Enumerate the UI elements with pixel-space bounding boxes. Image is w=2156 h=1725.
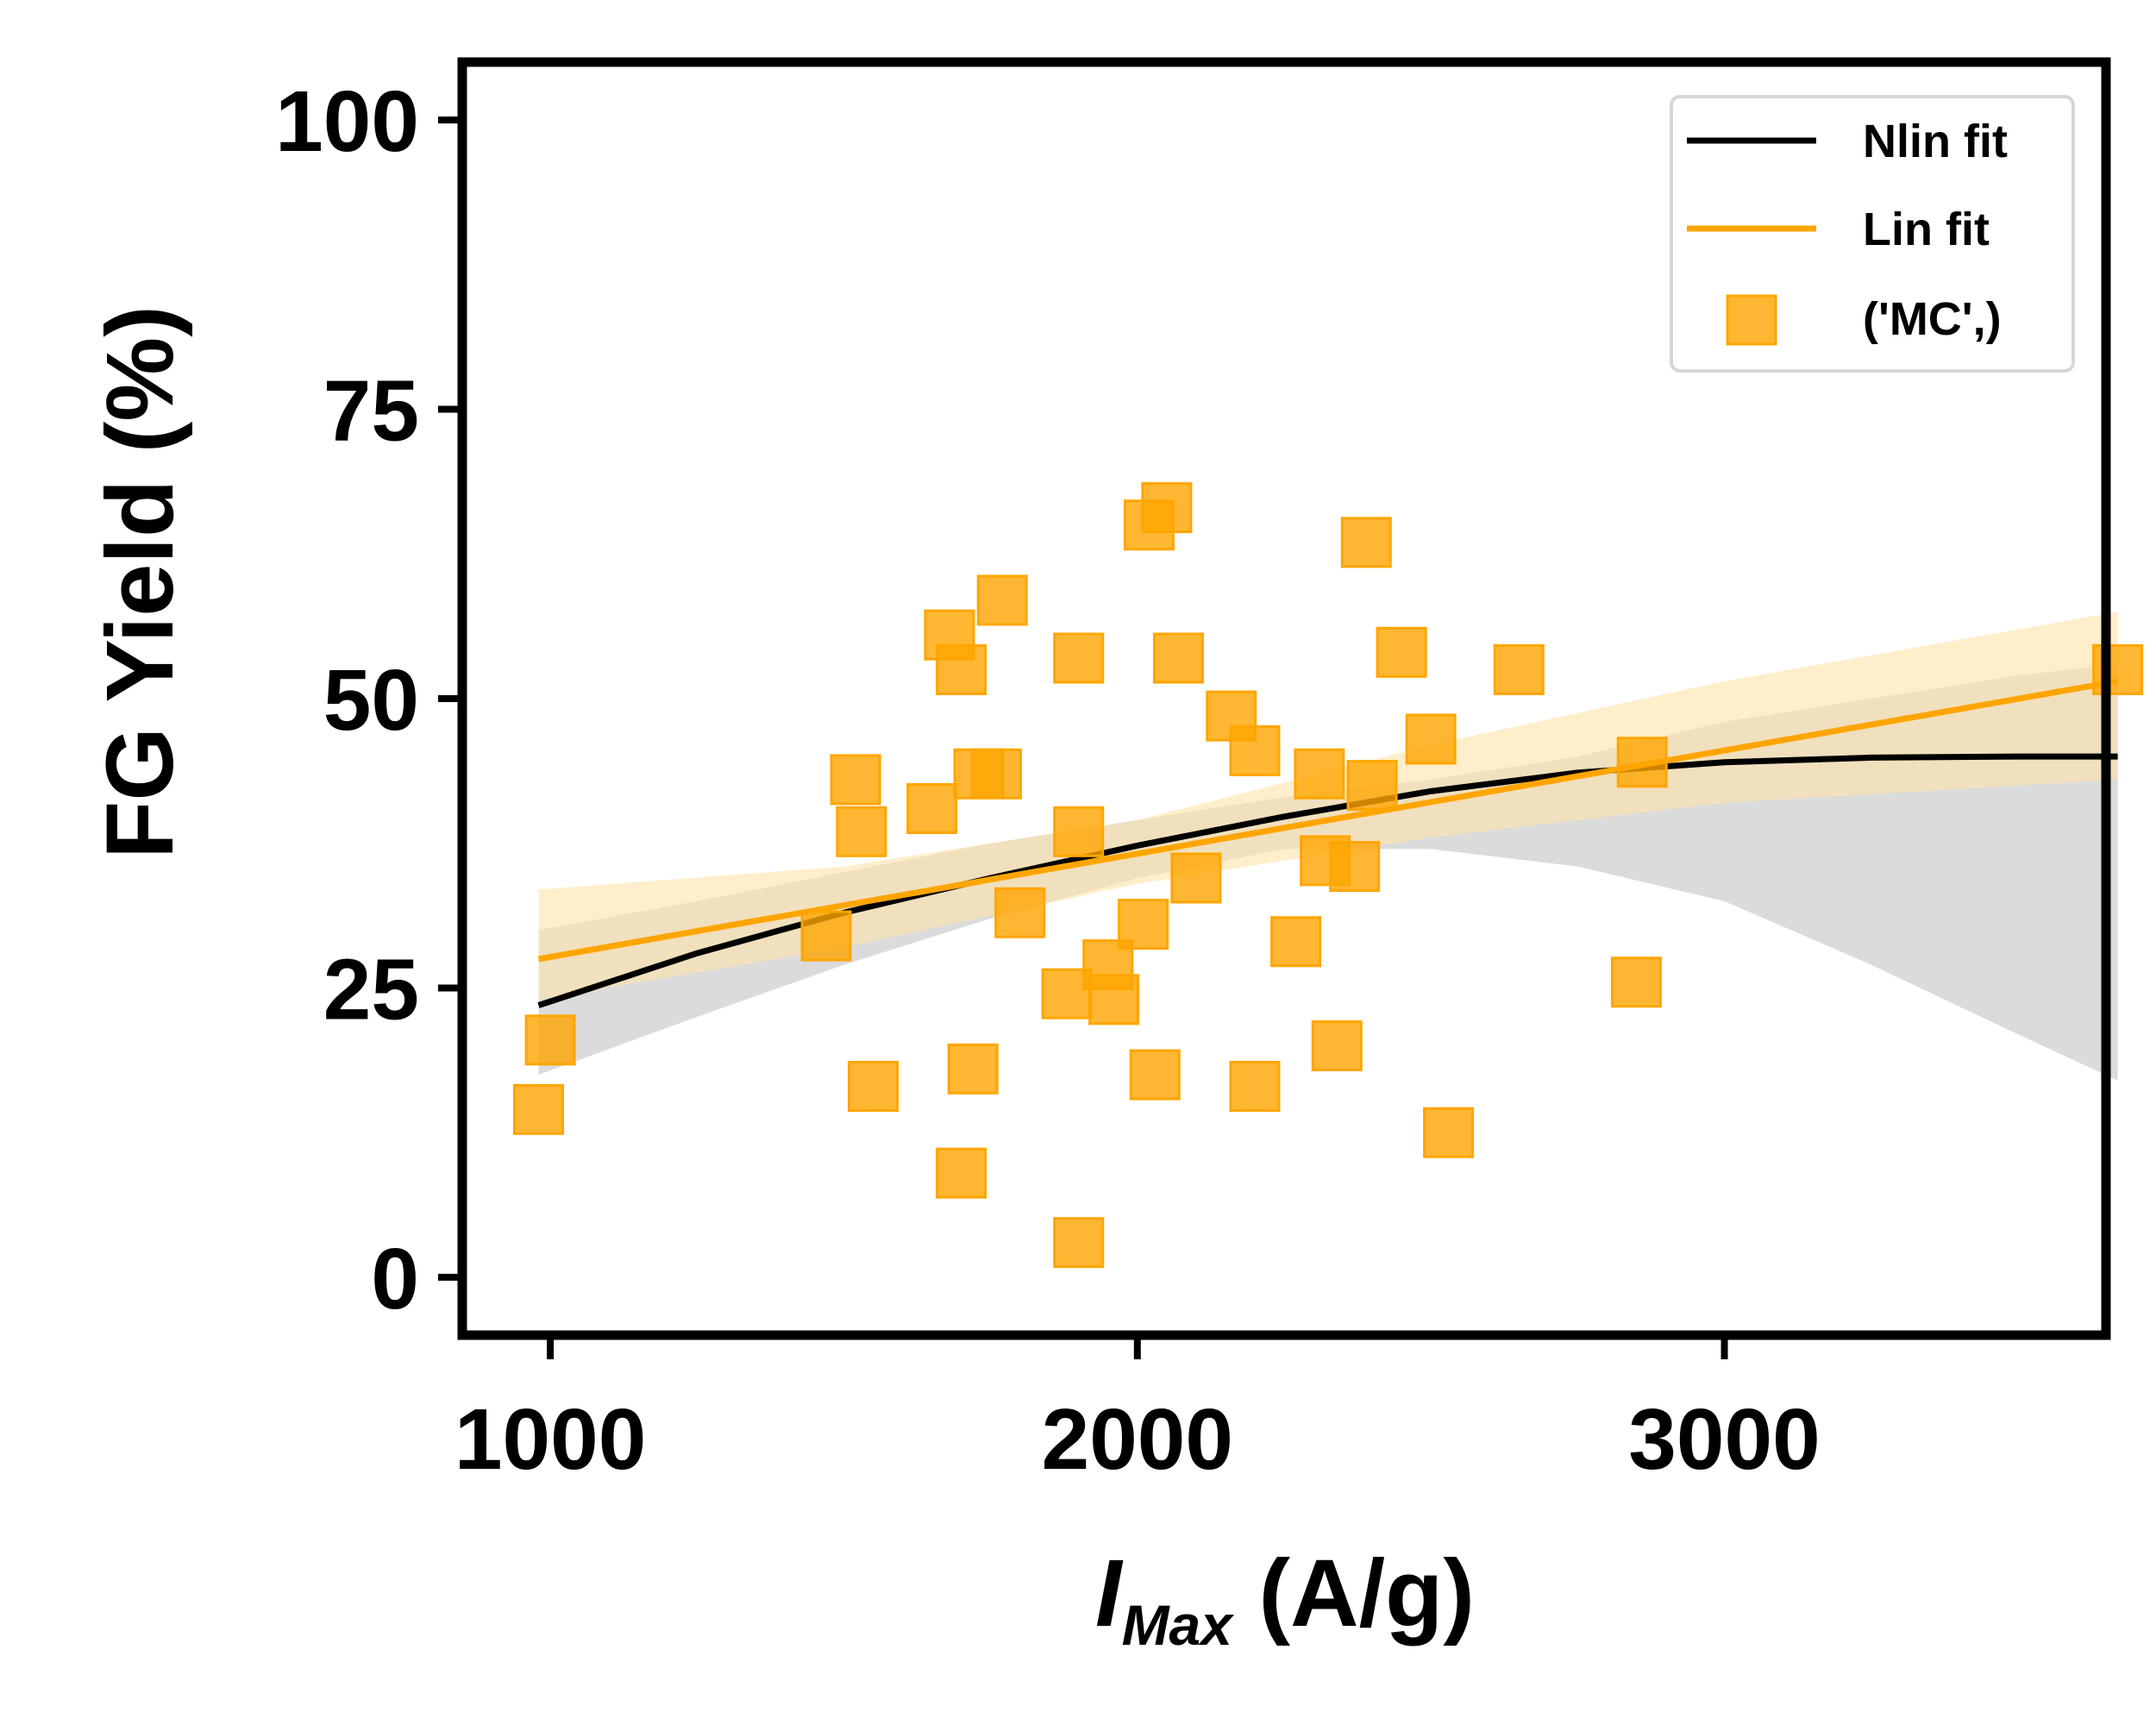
axes: 1000 2000 3000 0 25 50 75 100 <box>275 57 2111 1488</box>
data-point <box>1270 916 1322 968</box>
data-point <box>970 748 1022 800</box>
data-point <box>2092 643 2144 695</box>
data-point <box>1405 713 1457 765</box>
legend-label-nlin-fit: Nlin fit <box>1863 116 2008 167</box>
data-point <box>1229 724 1281 776</box>
legend-label-lin-fit: Lin fit <box>1863 204 1990 255</box>
x-axis-label-subscript: Max <box>1122 1593 1235 1657</box>
confidence-bands <box>538 612 2118 1081</box>
data-point <box>1616 737 1668 788</box>
data-point <box>848 1061 899 1113</box>
data-point <box>524 1014 576 1066</box>
data-point <box>1423 1107 1475 1158</box>
x-tick-label: 2000 <box>1042 1391 1233 1488</box>
data-point <box>1141 482 1193 534</box>
data-point <box>512 1083 564 1135</box>
data-point <box>1053 1217 1105 1269</box>
y-axis-label: FG Yield (%) <box>87 305 193 859</box>
data-point <box>1346 760 1398 812</box>
data-point <box>1053 632 1105 684</box>
x-axis-label-unit: (A/g) <box>1232 1540 1475 1647</box>
data-point <box>1294 748 1345 800</box>
y-tick-label: 100 <box>275 73 419 170</box>
x-axis-label: IMax (A/g) <box>1095 1540 1475 1657</box>
data-point <box>1129 1049 1181 1101</box>
y-tick-label: 25 <box>323 941 419 1038</box>
data-point <box>1229 1061 1281 1113</box>
y-tick-label: 50 <box>323 652 419 749</box>
x-axis-label-main: I <box>1095 1540 1124 1647</box>
y-tick-label: 75 <box>323 363 419 460</box>
legend: Nlin fit Lin fit ('MC',) <box>1670 95 2075 373</box>
data-point <box>1329 841 1381 893</box>
data-point <box>1376 626 1427 678</box>
data-point <box>1088 974 1140 1026</box>
data-point <box>1053 806 1105 857</box>
data-point <box>1340 517 1392 568</box>
y-tick-label: 0 <box>371 1231 419 1327</box>
data-point <box>994 887 1046 938</box>
x-tick-label: 1000 <box>454 1391 646 1488</box>
data-point <box>906 782 958 834</box>
data-point <box>800 910 852 962</box>
data-point <box>836 806 887 857</box>
data-point <box>1041 968 1093 1019</box>
data-point <box>1118 899 1169 950</box>
data-point <box>947 1043 999 1095</box>
legend-label-mc: ('MC',) <box>1863 293 2002 345</box>
data-point <box>830 754 881 806</box>
data-point <box>1493 643 1545 695</box>
data-points <box>512 482 2144 1269</box>
data-point <box>1170 852 1222 904</box>
data-point <box>936 643 987 695</box>
lin-fit-confidence-band <box>538 612 2118 1000</box>
data-point <box>936 1147 987 1199</box>
data-point <box>1311 1020 1363 1072</box>
legend-swatch-mc <box>1726 294 1777 346</box>
x-tick-label: 3000 <box>1628 1391 1820 1488</box>
data-point <box>976 574 1028 626</box>
data-point <box>1610 957 1662 1008</box>
data-point <box>1152 632 1204 684</box>
